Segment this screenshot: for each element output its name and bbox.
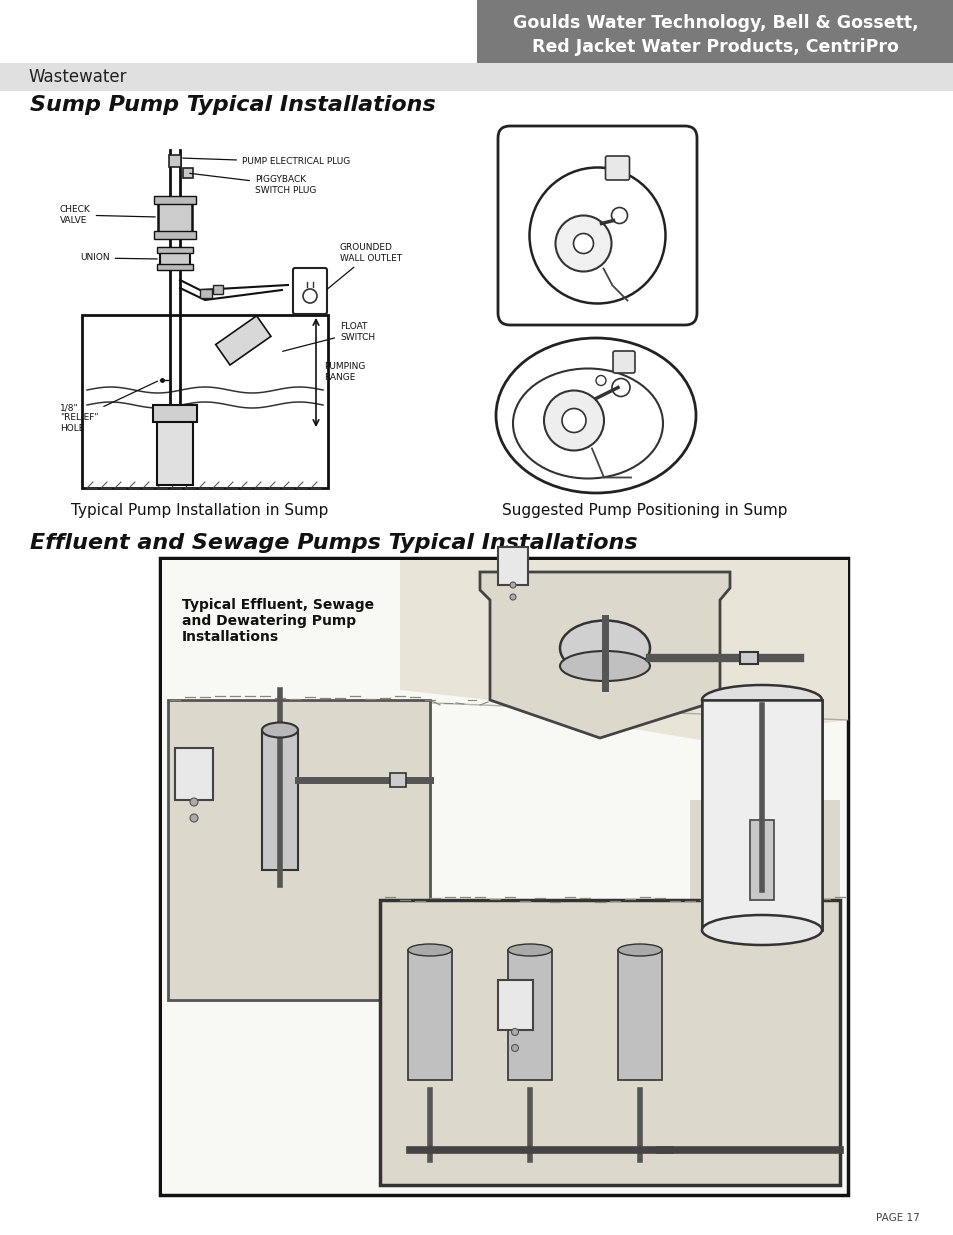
Bar	[160, 558, 847, 1195]
Circle shape	[555, 215, 611, 272]
Text: PAGE 17: PAGE 17	[876, 1213, 919, 1223]
Bar	[740, 652, 758, 664]
Bar	[157, 420, 193, 485]
Text: Typical Pump Installation in Sump: Typical Pump Installation in Sump	[71, 503, 329, 517]
Bar	[390, 773, 406, 787]
Bar	[618, 950, 661, 1079]
Circle shape	[510, 582, 516, 588]
Text: 1/8"
"RELIEF"
HOLE: 1/8" "RELIEF" HOLE	[60, 382, 157, 433]
Bar	[215, 316, 271, 366]
Bar	[749, 820, 773, 900]
Ellipse shape	[701, 915, 821, 945]
Bar	[200, 289, 212, 298]
Bar	[0, 63, 953, 91]
Text: PUMP ELECTRICAL PLUG: PUMP ELECTRICAL PLUG	[183, 158, 350, 167]
FancyBboxPatch shape	[613, 351, 635, 373]
Circle shape	[561, 409, 585, 432]
Text: Goulds Water Technology, Bell & Gossett,: Goulds Water Technology, Bell & Gossett,	[512, 15, 918, 32]
Bar	[262, 730, 297, 869]
Text: Effluent and Sewage Pumps Typical Installations: Effluent and Sewage Pumps Typical Instal…	[30, 534, 637, 553]
Ellipse shape	[507, 944, 552, 956]
Bar	[476, 0, 953, 63]
Text: CHECK
VALVE: CHECK VALVE	[60, 205, 155, 225]
Bar	[153, 196, 195, 204]
Bar	[701, 700, 821, 930]
Bar	[82, 315, 328, 488]
Circle shape	[511, 1029, 518, 1035]
Ellipse shape	[559, 620, 649, 676]
Circle shape	[573, 233, 593, 253]
Bar	[153, 231, 195, 240]
Text: GROUNDED
WALL OUTLET: GROUNDED WALL OUTLET	[327, 243, 402, 289]
Text: PIGGYBACK
SWITCH PLUG: PIGGYBACK SWITCH PLUG	[190, 173, 316, 195]
Bar	[497, 547, 527, 585]
Ellipse shape	[559, 651, 649, 680]
Text: FLOAT
SWITCH: FLOAT SWITCH	[282, 322, 375, 351]
Circle shape	[596, 375, 605, 385]
Circle shape	[190, 814, 198, 823]
Text: Red Jacket Water Products, CentriPro: Red Jacket Water Products, CentriPro	[532, 37, 898, 56]
Text: Wastewater: Wastewater	[28, 68, 127, 86]
Circle shape	[529, 168, 665, 304]
Circle shape	[510, 594, 516, 600]
Ellipse shape	[408, 944, 452, 956]
Text: Suggested Pump Positioning in Sump: Suggested Pump Positioning in Sump	[501, 503, 787, 517]
Bar	[497, 981, 533, 1030]
Polygon shape	[689, 800, 840, 940]
Circle shape	[543, 390, 603, 451]
FancyBboxPatch shape	[497, 126, 697, 325]
Ellipse shape	[496, 338, 696, 493]
Ellipse shape	[701, 685, 821, 715]
Ellipse shape	[618, 944, 661, 956]
Circle shape	[611, 207, 627, 224]
Polygon shape	[479, 572, 729, 739]
Text: PUMPING
RANGE: PUMPING RANGE	[324, 362, 365, 382]
Bar	[379, 900, 840, 1186]
Bar	[152, 405, 196, 422]
Bar	[168, 700, 430, 1000]
Circle shape	[511, 1045, 518, 1051]
Bar	[157, 264, 193, 270]
Bar	[169, 156, 181, 167]
FancyBboxPatch shape	[605, 156, 629, 180]
Polygon shape	[399, 559, 847, 740]
Bar	[158, 200, 192, 235]
Text: Typical Effluent, Sewage
and Dewatering Pump
Installations: Typical Effluent, Sewage and Dewatering …	[182, 598, 374, 645]
Bar	[174, 748, 213, 800]
Bar	[507, 950, 552, 1079]
FancyBboxPatch shape	[293, 268, 327, 314]
Circle shape	[612, 378, 629, 396]
Bar	[701, 700, 821, 930]
Ellipse shape	[513, 368, 662, 478]
Text: UNION: UNION	[80, 253, 157, 263]
Bar	[408, 950, 452, 1079]
Circle shape	[190, 798, 198, 806]
Bar	[162, 559, 845, 1193]
Ellipse shape	[262, 722, 297, 737]
Bar	[160, 248, 190, 270]
Bar	[183, 168, 193, 178]
Circle shape	[303, 289, 316, 303]
Bar	[213, 285, 223, 294]
Bar	[157, 247, 193, 253]
Text: Sump Pump Typical Installations: Sump Pump Typical Installations	[30, 95, 436, 115]
